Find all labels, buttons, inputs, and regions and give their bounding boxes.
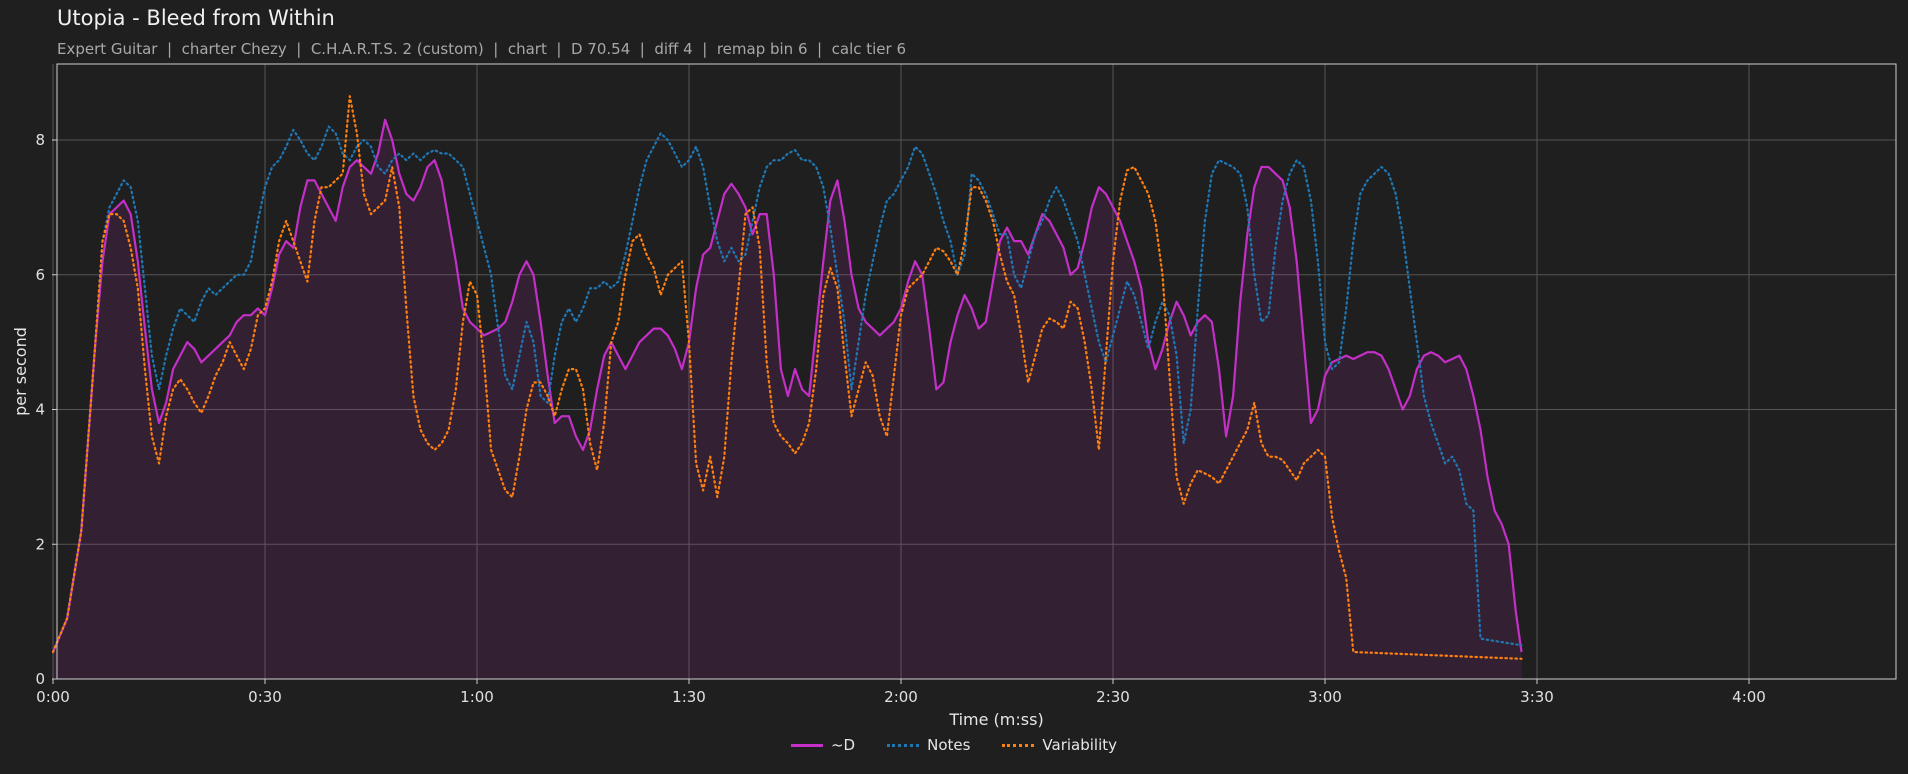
y-tick-label: 0 [35, 670, 45, 688]
series-line-variability [51, 95, 1523, 660]
legend-item-variability: Variability [1002, 736, 1117, 754]
x-tick-label: 1:30 [672, 688, 706, 706]
x-tick-label: 4:00 [1732, 688, 1766, 706]
x-tick-label: 3:00 [1308, 688, 1342, 706]
x-tick-label: 2:00 [884, 688, 918, 706]
legend-item-notes: Notes [887, 736, 970, 754]
y-tick-label: 4 [35, 401, 45, 419]
chart-subtitle: Expert Guitar | charter Chezy | C.H.A.R.… [57, 40, 907, 58]
chart-title: Utopia - Bleed from Within [57, 6, 335, 30]
legend-label-variability: Variability [1042, 736, 1118, 754]
legend-swatch-d [790, 743, 823, 747]
legend-swatch-notes [887, 743, 920, 747]
plot-frame [56, 63, 1897, 680]
y-axis-label: per second [11, 327, 30, 416]
legend-item-d: ~D [790, 736, 856, 754]
y-tick-label: 6 [35, 266, 45, 284]
x-tick-label: 0:30 [248, 688, 282, 706]
legend-label-d: ~D [830, 736, 856, 754]
legend: ~D Notes Variability [0, 736, 1908, 754]
series-line-notes [51, 125, 1523, 654]
x-axis-label: Time (m:ss) [948, 710, 1043, 729]
legend-label-notes: Notes [927, 736, 971, 754]
x-tick-label: 2:30 [1096, 688, 1130, 706]
x-tick-label: 3:30 [1520, 688, 1554, 706]
series-area-d [53, 119, 1522, 680]
x-tick-label: 1:00 [460, 688, 494, 706]
y-tick-label: 8 [35, 131, 45, 149]
legend-swatch-variability [1002, 743, 1035, 747]
y-tick-label: 2 [35, 535, 45, 553]
series-line-d [51, 118, 1523, 653]
x-tick-label: 0:00 [36, 688, 70, 706]
